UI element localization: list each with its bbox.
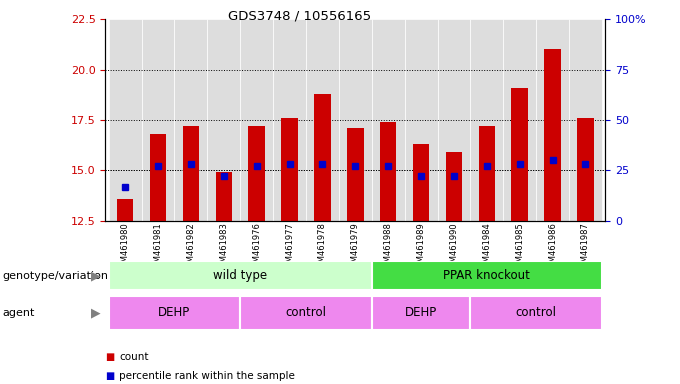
Text: control: control [515, 306, 557, 319]
Bar [545, 50, 561, 221]
Text: ■: ■ [105, 352, 115, 362]
Bar [413, 144, 429, 221]
Bar [273, 19, 306, 221]
Bar [445, 152, 462, 221]
Text: ▶: ▶ [91, 269, 101, 282]
Bar [372, 261, 602, 290]
Bar [577, 118, 594, 221]
Text: DEHP: DEHP [405, 306, 437, 319]
Text: percentile rank within the sample: percentile rank within the sample [119, 371, 295, 381]
Bar [536, 19, 569, 221]
Bar [306, 19, 339, 221]
Text: GDS3748 / 10556165: GDS3748 / 10556165 [228, 10, 371, 23]
Bar [437, 19, 471, 221]
Bar [405, 19, 437, 221]
Bar [240, 296, 372, 330]
Bar [503, 19, 536, 221]
Text: PPAR knockout: PPAR knockout [443, 269, 530, 282]
Bar [109, 261, 372, 290]
Bar [207, 19, 240, 221]
Bar [347, 128, 364, 221]
Text: ▶: ▶ [91, 306, 101, 319]
Bar [141, 19, 175, 221]
Bar [314, 94, 330, 221]
Bar [248, 126, 265, 221]
Bar [150, 134, 166, 221]
Bar [372, 19, 405, 221]
Bar [479, 126, 495, 221]
Text: count: count [119, 352, 148, 362]
Bar [240, 19, 273, 221]
Bar [471, 296, 602, 330]
Text: DEHP: DEHP [158, 306, 190, 319]
Bar [109, 296, 240, 330]
Bar [117, 199, 133, 221]
Text: ■: ■ [105, 371, 115, 381]
Text: genotype/variation: genotype/variation [2, 270, 108, 281]
Bar [372, 296, 471, 330]
Bar [339, 19, 372, 221]
Text: agent: agent [2, 308, 35, 318]
Bar [175, 19, 207, 221]
Text: wild type: wild type [213, 269, 267, 282]
Bar [511, 88, 528, 221]
Bar [569, 19, 602, 221]
Bar [183, 126, 199, 221]
Text: control: control [286, 306, 326, 319]
Bar [282, 118, 298, 221]
Bar [109, 19, 141, 221]
Bar [471, 19, 503, 221]
Bar [216, 172, 232, 221]
Bar [380, 122, 396, 221]
